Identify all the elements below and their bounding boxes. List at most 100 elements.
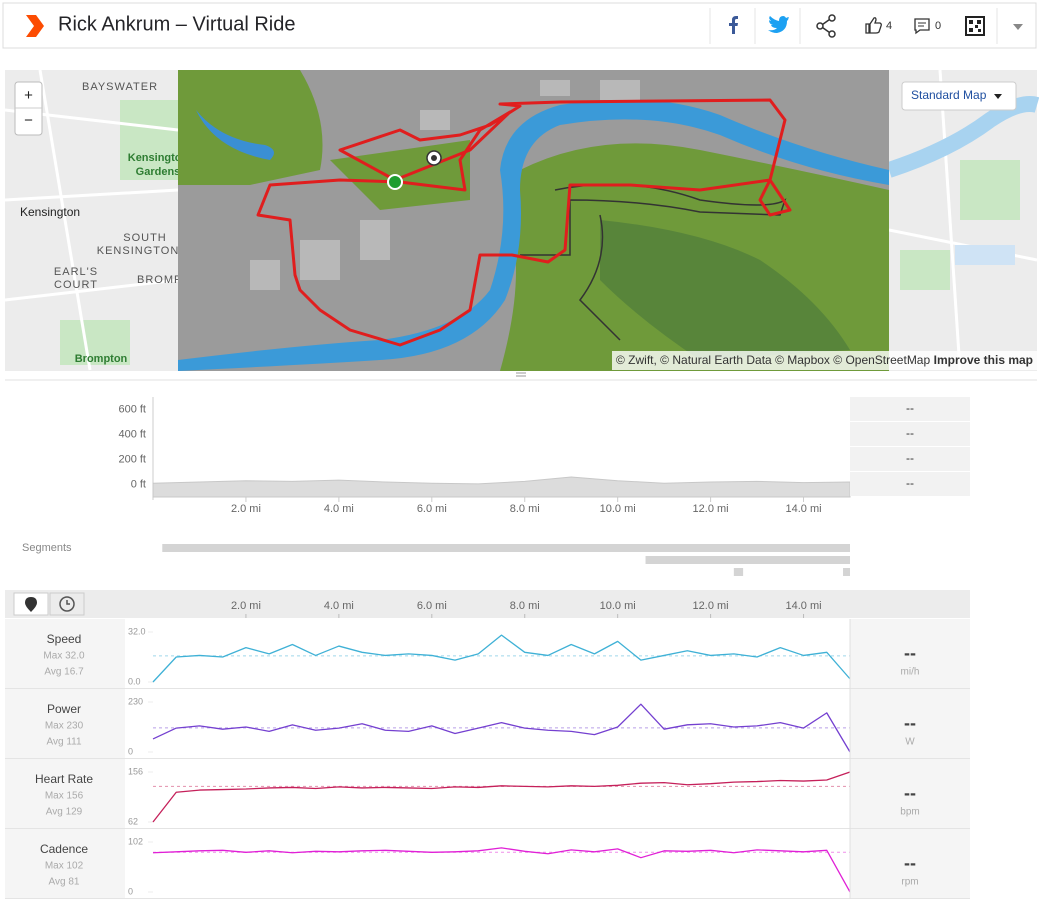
elevation-chart: 600 ft 400 ft 200 ft 0 ft 2.0 mi 4.0 mi 6.0 mi… <box>118 397 970 515</box>
x-tick-label: 10.0 mi <box>600 600 636 612</box>
stream-value-panel <box>850 689 970 758</box>
more-menu[interactable] <box>1013 24 1023 30</box>
x-tick-label: 2.0 mi <box>231 600 261 612</box>
y-tick-label: 32.0 <box>128 626 146 636</box>
zoom-out[interactable]: − <box>24 112 33 129</box>
stream-name: Power <box>47 702 81 716</box>
place-label: Gardens <box>136 166 181 178</box>
stream-max: Max 156 <box>45 791 84 802</box>
place-label: EARL'S <box>54 266 98 278</box>
share-button[interactable] <box>816 14 836 38</box>
place-label: COURT <box>54 279 98 291</box>
stream-plot-bg <box>125 759 850 828</box>
x-tick-label: 8.0 mi <box>510 503 540 515</box>
stream-plot-bg <box>125 829 850 898</box>
place-labels: BAYSWATER Kensington Gardens Kensington SOUT… <box>20 81 207 365</box>
stream-avg: Avg 111 <box>46 737 81 748</box>
y-tick-label: 102 <box>128 836 143 846</box>
place-label: BAYSWATER <box>82 81 158 93</box>
stream-current: -- <box>904 643 916 663</box>
stream-current: -- <box>904 783 916 803</box>
resize-handle[interactable] <box>516 372 526 377</box>
map-style-button[interactable]: Standard Map <box>911 88 987 102</box>
qr-button[interactable] <box>965 16 985 36</box>
place-label: SOUTH <box>123 232 167 244</box>
improve-map-link[interactable]: Improve this map <box>934 353 1033 367</box>
stream-line <box>152 703 851 753</box>
comment-button[interactable] <box>914 18 930 35</box>
stream-label-panel <box>5 619 125 688</box>
summary-cell <box>850 447 970 471</box>
segment-bar <box>843 568 850 576</box>
stream-plot-bg <box>125 619 850 688</box>
segment-bar <box>733 568 744 576</box>
summary-cell <box>850 472 970 496</box>
zwift-map-overlay <box>178 70 889 371</box>
stream-name: Speed <box>47 632 82 646</box>
stream-line <box>152 771 851 823</box>
x-tick-label: 2.0 mi <box>231 503 261 515</box>
stream-avg: Avg 16.7 <box>44 667 84 678</box>
activity-title: Rick Ankrum – Virtual Ride <box>58 13 296 35</box>
stream-avg: Avg 81 <box>49 877 80 888</box>
x-tick-label: 6.0 mi <box>417 503 447 515</box>
stream-value-panel <box>850 619 970 688</box>
y-tick-label: 230 <box>128 696 143 706</box>
x-tick-label: 14.0 mi <box>785 600 821 612</box>
facebook-button[interactable] <box>729 16 738 34</box>
stream-max: Max 32.0 <box>43 651 85 662</box>
map-style-control[interactable]: Standard Map <box>901 81 1017 111</box>
x-tick-label: 4.0 mi <box>324 600 354 612</box>
x-tick-label: 6.0 mi <box>417 600 447 612</box>
zoom-in[interactable]: + <box>24 87 33 104</box>
header-dividers <box>709 8 998 44</box>
segments <box>162 544 850 576</box>
stream-unit: W <box>905 737 915 748</box>
stream-line <box>152 634 851 683</box>
streams-toolbar <box>5 590 970 618</box>
x-tick-label: 10.0 mi <box>600 503 636 515</box>
summary-value: -- <box>906 451 914 465</box>
logo <box>26 15 44 37</box>
stream-label-panel <box>5 759 125 828</box>
stream-label-panel <box>5 689 125 758</box>
stream-max: Max 230 <box>45 721 84 732</box>
place-label: KENSINGTON <box>97 245 180 257</box>
stream-line <box>152 847 851 893</box>
stream-current: -- <box>904 713 916 733</box>
y-tick-label: 62 <box>128 816 138 826</box>
x-tick-label: 12.0 mi <box>693 503 729 515</box>
y-tick-label: 400 ft <box>118 428 146 440</box>
stream-plot-bg <box>125 689 850 758</box>
clock-icon <box>59 596 75 612</box>
stream-unit: rpm <box>901 877 918 888</box>
stream-name: Heart Rate <box>35 772 93 786</box>
place-label: Brompton <box>75 353 128 365</box>
summary-value: -- <box>906 401 914 415</box>
stream-value-panel <box>850 829 970 898</box>
zoom-controls: + − <box>14 81 43 136</box>
stream-avg: Avg 129 <box>46 807 83 818</box>
x-tick-label: 4.0 mi <box>324 503 354 515</box>
comment-count: 0 <box>935 20 941 32</box>
y-tick-label: 0 ft <box>131 478 146 490</box>
place-label: Kensington <box>128 152 189 164</box>
x-tick-label: 8.0 mi <box>510 600 540 612</box>
pin-icon <box>25 597 37 612</box>
stream-current: -- <box>904 853 916 873</box>
kudos-button[interactable] <box>865 17 882 34</box>
summary-cell <box>850 422 970 446</box>
stream-label-panel <box>5 829 125 898</box>
stream-value-panel <box>850 759 970 828</box>
map-attribution: © Zwift, © Natural Earth Data © Mapbox ©… <box>616 353 930 367</box>
segment-bar <box>162 544 850 552</box>
y-tick-label: 156 <box>128 766 143 776</box>
summary-value: -- <box>906 476 914 490</box>
twitter-button[interactable] <box>768 16 789 33</box>
place-label: Kensington <box>20 205 80 219</box>
y-tick-label: 200 ft <box>118 453 146 465</box>
streams: 2.0 mi 4.0 mi 6.0 mi 8.0 mi 10.0 mi 12.0 mi 14… <box>5 600 970 899</box>
y-tick-label: 0 <box>128 886 133 896</box>
